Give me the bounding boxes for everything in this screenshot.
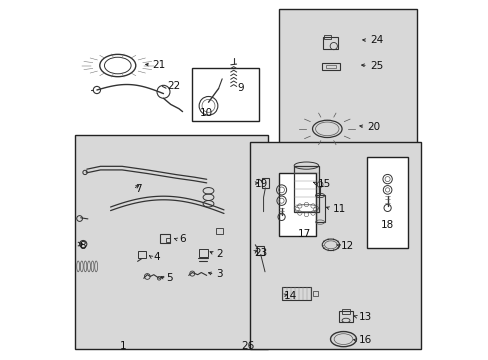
Bar — [342, 309, 349, 314]
Text: 15: 15 — [318, 179, 331, 189]
Bar — [166, 238, 170, 242]
Bar — [312, 291, 318, 296]
Text: 22: 22 — [167, 81, 180, 91]
Bar — [138, 251, 145, 258]
Bar — [315, 195, 324, 222]
Bar — [366, 157, 407, 248]
Text: 5: 5 — [166, 273, 172, 283]
Bar — [261, 178, 268, 188]
Bar — [216, 229, 222, 234]
Text: 16: 16 — [358, 335, 371, 345]
Text: 6: 6 — [179, 234, 185, 244]
Bar — [323, 37, 338, 49]
Text: 21: 21 — [152, 60, 165, 70]
Text: 17: 17 — [297, 229, 310, 239]
Text: 1: 1 — [120, 341, 127, 351]
Text: 9: 9 — [237, 83, 244, 93]
Bar — [75, 135, 267, 349]
Bar — [294, 166, 318, 212]
Text: 4: 4 — [153, 252, 160, 262]
Bar — [198, 249, 207, 257]
Text: 26: 26 — [241, 341, 254, 351]
Bar — [159, 234, 169, 243]
Text: 25: 25 — [369, 60, 382, 71]
Text: 8: 8 — [80, 240, 86, 251]
Bar — [278, 9, 416, 173]
Bar — [324, 35, 330, 39]
Bar — [249, 142, 420, 349]
Text: 12: 12 — [340, 240, 353, 251]
Bar — [257, 246, 264, 255]
Text: 3: 3 — [216, 269, 223, 279]
Bar — [282, 287, 311, 300]
Text: 24: 24 — [369, 35, 382, 45]
Text: 11: 11 — [332, 204, 345, 214]
Bar — [322, 63, 339, 70]
Text: 2: 2 — [216, 249, 223, 259]
Text: 23: 23 — [254, 248, 267, 258]
Bar — [325, 65, 335, 68]
Bar — [192, 68, 258, 121]
Text: 18: 18 — [380, 220, 393, 230]
Text: 13: 13 — [358, 312, 371, 322]
Text: 10: 10 — [199, 108, 212, 118]
Text: 19: 19 — [254, 179, 267, 189]
Text: 7: 7 — [134, 184, 141, 194]
Bar — [339, 311, 352, 322]
Bar — [278, 173, 316, 236]
Text: 14: 14 — [284, 291, 297, 301]
Text: 20: 20 — [366, 122, 379, 132]
